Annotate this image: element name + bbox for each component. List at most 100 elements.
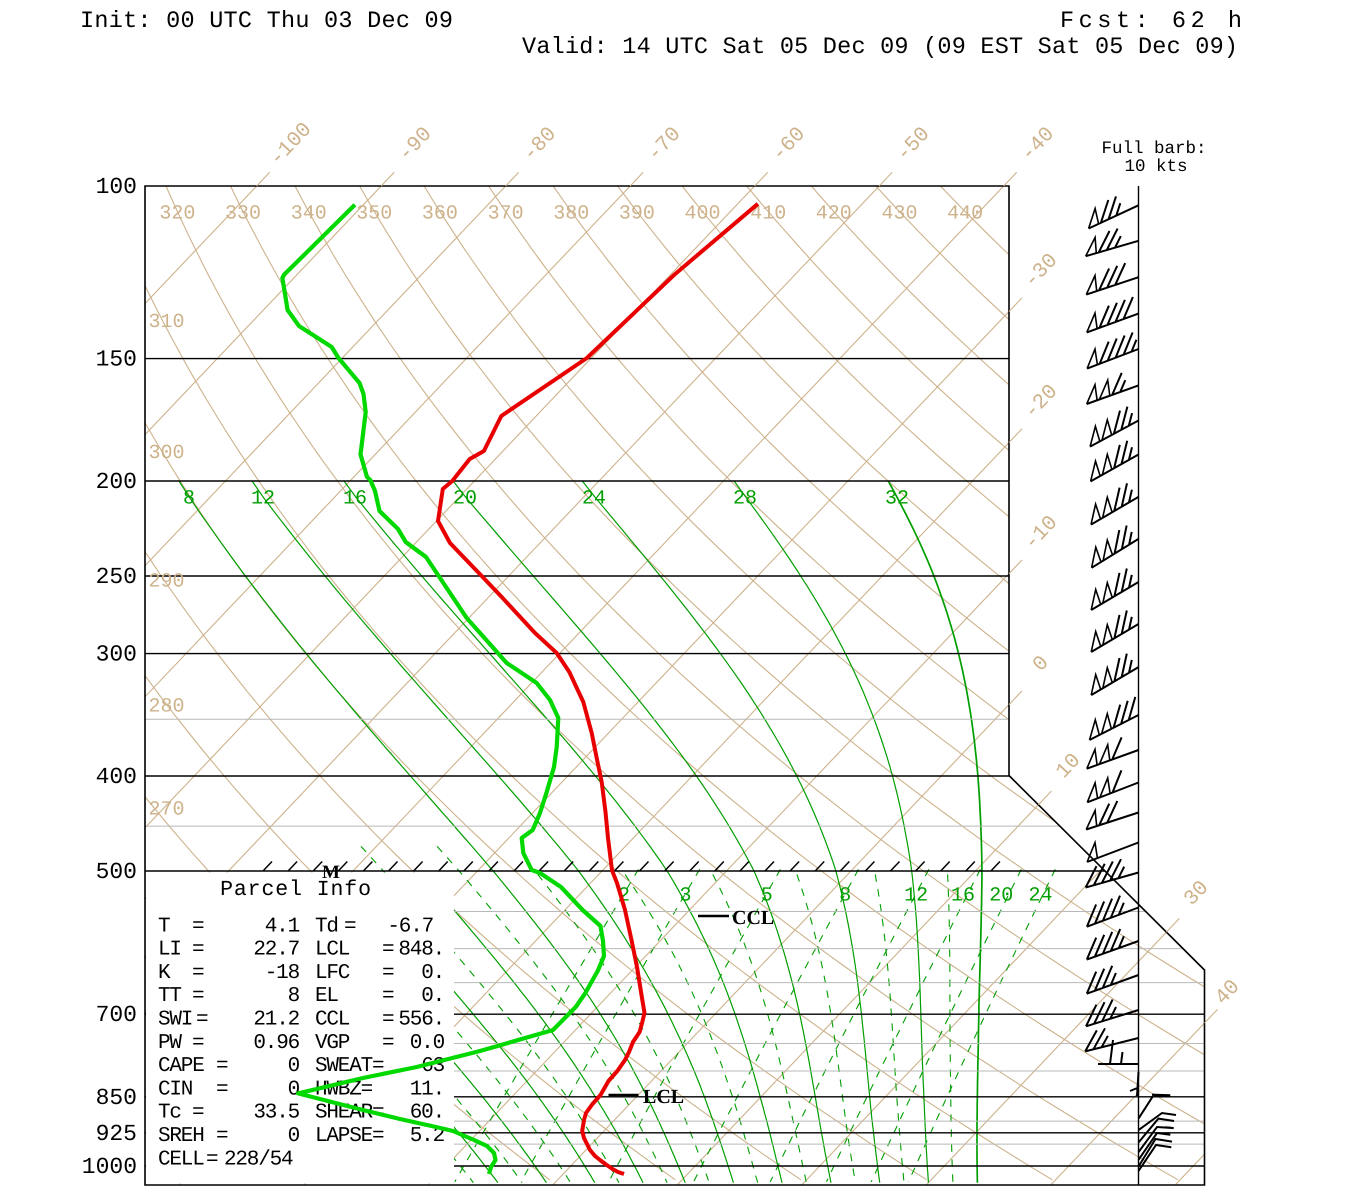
svg-text:=: = [216,1055,228,1078]
svg-text:0: 0 [288,1078,300,1101]
svg-text:228/54: 228/54 [224,1148,293,1171]
svg-text:-18: -18 [265,962,300,985]
svg-text:EL: EL [315,985,338,1008]
svg-text:500: 500 [96,859,137,885]
svg-text:390: 390 [619,203,655,226]
svg-text:848.: 848. [398,939,444,962]
svg-text:=: = [192,1102,204,1125]
svg-text:VGP: VGP [315,1032,350,1055]
svg-text:270: 270 [148,798,184,821]
svg-text:1000: 1000 [82,1154,137,1180]
svg-text:420: 420 [816,203,852,226]
svg-text:380: 380 [553,203,589,226]
svg-text:8: 8 [839,885,851,908]
svg-text:3: 3 [679,885,691,908]
svg-text:300: 300 [96,642,137,668]
svg-text:4.1: 4.1 [265,915,300,938]
svg-text:410: 410 [750,203,786,226]
svg-text:21.2: 21.2 [253,1009,299,1032]
svg-text:16: 16 [951,885,975,908]
svg-text:22.7: 22.7 [253,939,299,962]
svg-text:340: 340 [291,203,327,226]
svg-text:350: 350 [356,203,392,226]
svg-text:CIN: CIN [158,1078,192,1101]
svg-text:Tc: Tc [158,1102,181,1125]
svg-text:0: 0 [288,1055,300,1078]
svg-text:150: 150 [96,347,137,373]
svg-text:LFC: LFC [315,962,350,985]
svg-text:8: 8 [288,985,300,1008]
svg-text:200: 200 [96,469,137,495]
svg-text:700: 700 [96,1002,137,1028]
svg-text:250: 250 [96,564,137,590]
svg-text:330: 330 [225,203,261,226]
svg-text:8: 8 [183,488,195,511]
svg-text:24: 24 [1028,885,1052,908]
svg-text:=: = [196,1009,208,1032]
svg-text:=: = [216,1125,228,1148]
svg-text:=: = [382,962,394,985]
svg-text:=: = [192,962,204,985]
svg-text:310: 310 [148,311,184,334]
svg-text:0: 0 [288,1125,300,1148]
svg-text:Td: Td [315,915,338,938]
svg-text:280: 280 [148,695,184,718]
svg-text:430: 430 [881,203,917,226]
svg-text:5.2: 5.2 [410,1125,445,1148]
svg-text:400: 400 [684,203,720,226]
svg-text:5: 5 [761,885,773,908]
svg-text:CELL: CELL [158,1148,204,1171]
svg-text:0.0: 0.0 [410,1032,445,1055]
svg-text:12: 12 [904,885,928,908]
svg-text:PW: PW [158,1032,182,1055]
svg-text:LCL: LCL [315,939,350,962]
svg-text:300: 300 [148,442,184,465]
svg-text:556.: 556. [398,1009,444,1032]
svg-text:=: = [192,915,204,938]
svg-text:100: 100 [96,174,137,200]
svg-text:0.: 0. [421,962,444,985]
svg-text:60.: 60. [410,1102,444,1125]
svg-text:0.: 0. [421,985,444,1008]
svg-text:CAPE: CAPE [158,1055,204,1078]
svg-text:33.5: 33.5 [253,1102,299,1125]
svg-text:440: 440 [947,203,983,226]
svg-text:TT: TT [158,985,181,1008]
svg-text:20: 20 [453,488,477,511]
svg-text:20: 20 [989,885,1013,908]
svg-text:CCL: CCL [732,907,774,929]
svg-text:=: = [206,1148,218,1171]
svg-text:K: K [158,962,171,985]
svg-text:Valid: 14 UTC Sat 05 Dec 09 (0: Valid: 14 UTC Sat 05 Dec 09 (09 EST Sat … [522,34,1238,61]
svg-text:320: 320 [159,203,195,226]
svg-text:SHEAR=: SHEAR= [315,1102,384,1125]
svg-text:M: M [322,862,340,883]
svg-text:=: = [382,985,394,1008]
svg-text:=: = [382,1009,394,1032]
svg-text:290: 290 [148,570,184,593]
svg-text:=: = [192,985,204,1008]
svg-text:SREH: SREH [158,1125,204,1148]
svg-text:28: 28 [733,488,757,511]
svg-text:T: T [158,915,170,938]
svg-text:24: 24 [582,488,606,511]
svg-text:LCL: LCL [643,1086,684,1108]
svg-text:Parcel Info: Parcel Info [220,878,372,902]
svg-text:CCL: CCL [315,1009,350,1032]
svg-text:=: = [192,1032,204,1055]
svg-text:360: 360 [422,203,458,226]
svg-text:10 kts: 10 kts [1124,157,1187,177]
svg-text:370: 370 [488,203,524,226]
svg-text:850: 850 [96,1085,137,1111]
svg-text:16: 16 [343,488,367,511]
svg-text:LI: LI [158,939,181,962]
svg-text:-6.7: -6.7 [387,915,433,938]
svg-text:=: = [192,939,204,962]
svg-text:=: = [382,1032,394,1055]
svg-text:LAPSE=: LAPSE= [315,1125,384,1148]
svg-text:400: 400 [96,764,137,790]
svg-text:0.96: 0.96 [253,1032,299,1055]
svg-text:=: = [344,915,356,938]
svg-text:Init: 00 UTC Thu 03 Dec 09: Init: 00 UTC Thu 03 Dec 09 [80,8,453,35]
svg-text:12: 12 [251,488,275,511]
